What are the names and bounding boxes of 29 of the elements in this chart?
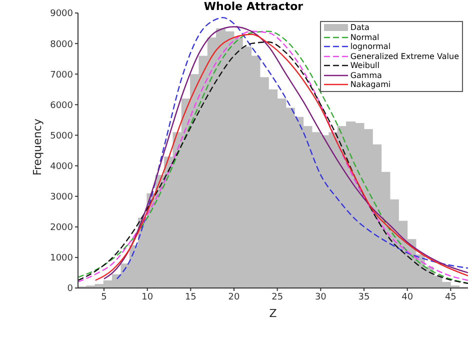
x-tick-label: 40: [402, 292, 414, 302]
y-tick-label: 4000: [50, 162, 74, 172]
legend-label: Gamma: [350, 70, 382, 80]
y-tick-label: 8000: [50, 40, 74, 50]
x-tick-label: 10: [142, 292, 154, 302]
legend-label: Weibull: [350, 61, 380, 70]
x-tick-label: 20: [228, 292, 240, 302]
x-axis-title: Z: [269, 307, 278, 320]
legend-label: Generalized Extreme Value: [350, 52, 459, 61]
x-tick-label: 5: [101, 292, 107, 302]
legend-label: Data: [350, 23, 370, 32]
y-tick-label: 5000: [50, 131, 74, 142]
x-tick-label: 45: [444, 292, 456, 302]
y-tick-label: 6000: [50, 100, 74, 111]
y-tick-label: 9000: [50, 9, 74, 20]
y-tick-label: 1000: [50, 254, 74, 264]
legend-label: Nakagami: [350, 80, 391, 90]
y-tick-label: 7000: [50, 70, 74, 80]
y-axis-title: Frequency: [30, 118, 44, 176]
legend-label: lognormal: [350, 42, 391, 52]
y-tick-label: 3000: [50, 192, 74, 203]
x-tick-label: 25: [272, 292, 284, 302]
x-tick-label: 15: [184, 292, 196, 302]
legend-label: Normal: [350, 32, 380, 42]
y-tick-label: 2000: [50, 223, 74, 234]
y-tick-label: 0: [67, 284, 74, 294]
chart-title: Whole Attractor: [204, 0, 304, 13]
x-tick-label: 35: [358, 292, 370, 302]
x-tick-label: 30: [314, 292, 327, 302]
